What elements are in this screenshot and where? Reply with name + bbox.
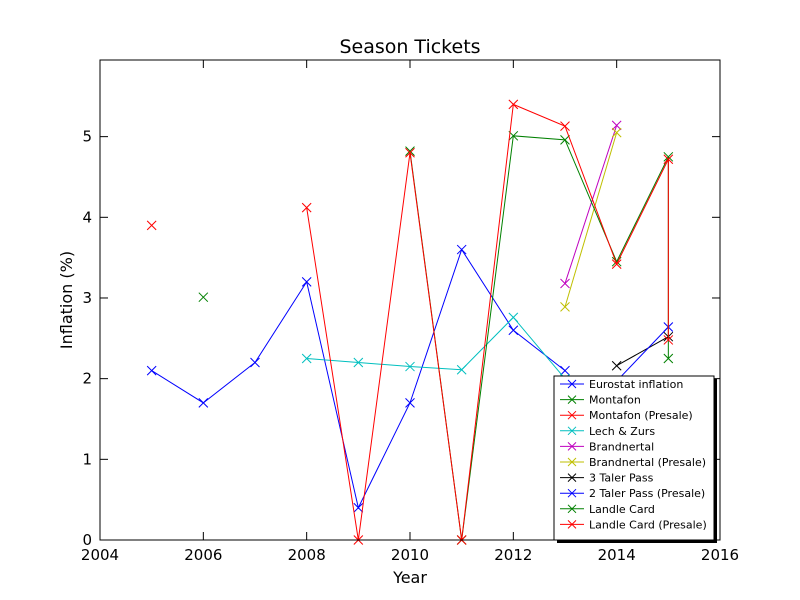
x-tick-label: 2014 [598, 546, 636, 564]
data-point [301, 353, 312, 364]
legend: Eurostat inflation Montafon Montafon (Pres… [553, 375, 717, 543]
y-tick-label: 5 [82, 128, 92, 146]
data-point [663, 151, 674, 162]
data-point [663, 353, 674, 364]
legend-marker [567, 379, 577, 389]
series-6 [560, 127, 622, 312]
data-point [250, 357, 260, 368]
legend-entry: Eurostat inflation [560, 378, 683, 391]
data-point [405, 147, 415, 158]
x-tick-label: 2006 [184, 546, 222, 564]
data-point [560, 302, 570, 312]
legend-entry: Montafon (Presale) [560, 409, 693, 422]
data-point [611, 127, 622, 138]
legend-label: Landle Card (Presale) [589, 518, 707, 531]
legend-label: 3 Taler Pass [589, 472, 654, 485]
legend-box [553, 375, 715, 541]
legend-label: Brandnertal (Presale) [589, 456, 706, 469]
data-point [611, 360, 622, 371]
series-line [564, 132, 618, 307]
series-1 [146, 244, 570, 513]
series-line [616, 336, 669, 367]
series-line [564, 125, 618, 284]
legend-marker [567, 395, 577, 404]
data-point [663, 154, 674, 165]
data-point [146, 220, 157, 231]
data-point [301, 202, 312, 213]
legend-label: Brandnertal [589, 440, 654, 453]
data-point [508, 325, 519, 336]
x-axis-label: Year [392, 568, 427, 587]
data-point [560, 278, 570, 289]
legend-label: Montafon [589, 394, 641, 407]
data-point [508, 99, 519, 110]
data-point [560, 365, 570, 376]
series-5 [560, 120, 622, 289]
x-tick-label: 2008 [288, 546, 326, 564]
legend-label: 2 Taler Pass (Presale) [589, 487, 705, 500]
data-point [405, 398, 415, 408]
data-point [560, 135, 570, 145]
x-tick-label: 2016 [701, 546, 739, 564]
series-3 [146, 220, 157, 231]
data-point [663, 335, 674, 345]
data-point [353, 357, 364, 368]
y-tick-label: 0 [82, 531, 92, 549]
data-point [198, 398, 209, 408]
data-point [353, 502, 364, 513]
legend-marker [567, 442, 577, 451]
legend-entry: Montafon [560, 394, 641, 407]
series-line [306, 316, 566, 379]
data-point [560, 121, 570, 132]
data-point [611, 259, 622, 269]
y-tick-label: 2 [82, 370, 92, 388]
data-point [456, 244, 467, 255]
data-point [508, 312, 519, 323]
data-point [456, 364, 467, 375]
legend-label: Lech & Zurs [589, 425, 655, 438]
legend-entry: Brandnertal [560, 440, 654, 453]
data-point [301, 276, 312, 287]
legend-entry: Brandnertal (Presale) [560, 456, 706, 469]
data-point [198, 292, 209, 303]
x-tick-label: 2004 [81, 546, 119, 564]
legend-entry: Landle Card [560, 503, 655, 516]
y-axis-label: Inflation (%) [57, 251, 76, 349]
chart-title: Season Tickets [339, 36, 480, 58]
legend-label: Montafon (Presale) [589, 409, 693, 422]
legend-marker [567, 488, 577, 498]
x-tick-label: 2012 [494, 546, 532, 564]
legend-entry: 3 Taler Pass [560, 472, 654, 485]
x-tick-label: 2010 [391, 546, 429, 564]
data-point [405, 146, 415, 157]
legend-marker [567, 473, 577, 482]
legend-marker [567, 457, 577, 467]
axes-layer: 2004 2006 2008 2010 2012 2014 2016 0 1 2 3 4 5 [81, 59, 739, 564]
y-tick-label: 4 [82, 208, 92, 226]
legend-marker [567, 520, 577, 529]
legend-marker [567, 504, 577, 514]
legend-label: Eurostat inflation [589, 378, 683, 391]
series-10 [301, 99, 674, 545]
y-tick-label: 3 [82, 289, 92, 307]
series-line [616, 326, 669, 382]
legend-marker [567, 426, 577, 436]
data-point [146, 365, 157, 376]
legend-label: Landle Card [589, 503, 655, 516]
y-tick-label: 1 [82, 450, 92, 468]
legend-entry: Landle Card (Presale) [560, 518, 707, 531]
data-point [405, 361, 415, 372]
data-point [611, 120, 622, 131]
legend-entry: 2 Taler Pass (Presale) [560, 487, 705, 500]
legend-marker [567, 410, 577, 420]
series-2 [198, 292, 209, 303]
legend-entry: Lech & Zurs [560, 425, 655, 438]
